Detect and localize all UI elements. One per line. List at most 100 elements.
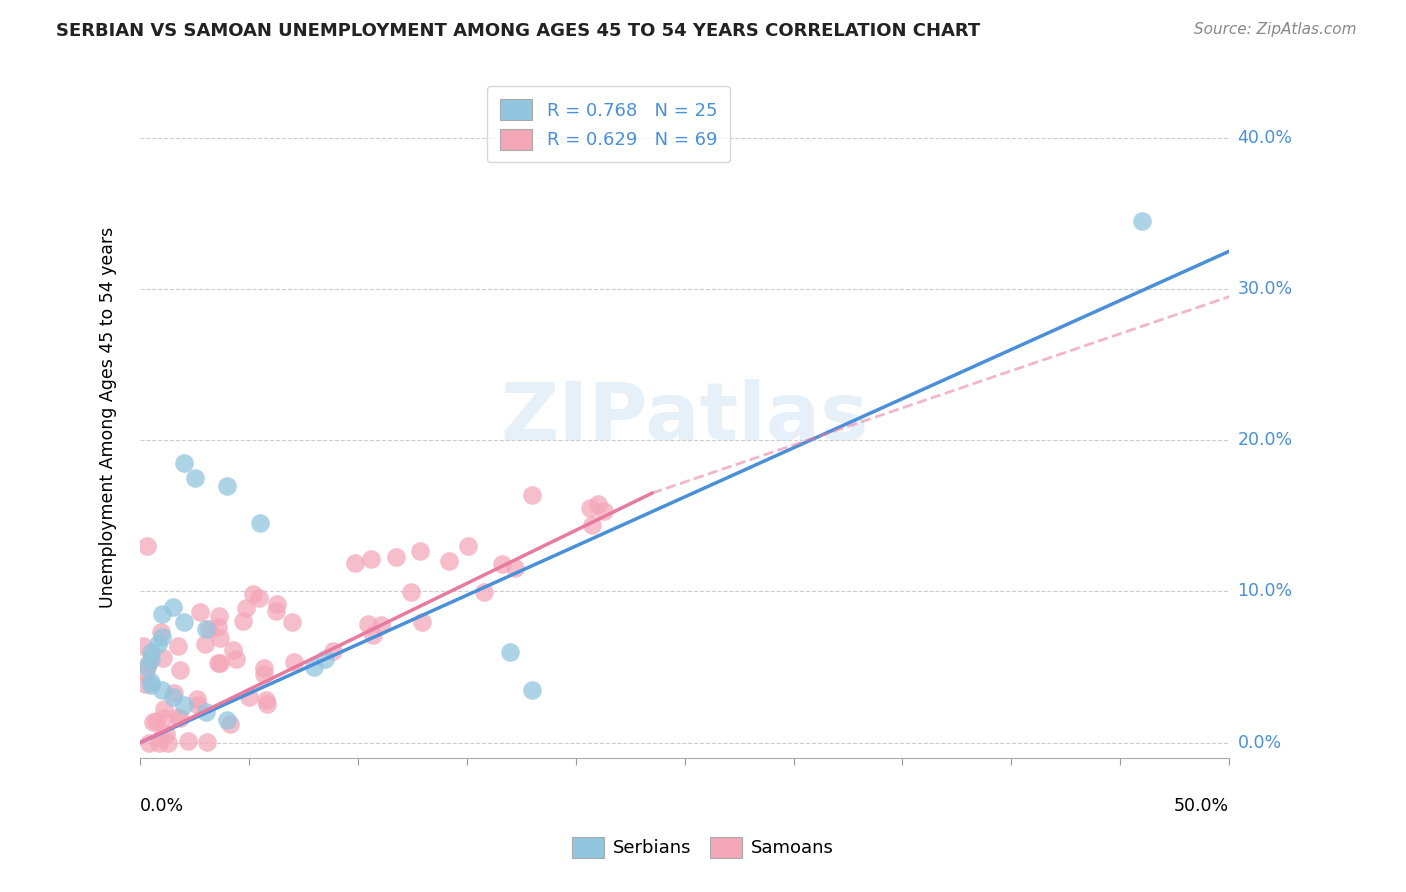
Point bbox=[169, 663, 191, 677]
Point bbox=[135, 666, 157, 681]
Point bbox=[167, 640, 190, 654]
Point bbox=[177, 734, 200, 748]
Text: ZIPatlas: ZIPatlas bbox=[501, 378, 869, 457]
Point bbox=[157, 735, 180, 749]
Point bbox=[217, 713, 239, 727]
Point bbox=[198, 622, 221, 636]
Point bbox=[209, 656, 232, 670]
Point bbox=[141, 645, 163, 659]
Point bbox=[586, 497, 609, 511]
Point bbox=[1130, 214, 1153, 228]
Point bbox=[437, 554, 460, 568]
Point bbox=[163, 686, 186, 700]
Point bbox=[197, 735, 219, 749]
Point bbox=[169, 711, 191, 725]
Text: 20.0%: 20.0% bbox=[1237, 431, 1292, 450]
Point bbox=[194, 622, 217, 636]
Point bbox=[145, 714, 167, 729]
Point bbox=[162, 690, 184, 705]
Point bbox=[253, 661, 276, 675]
Point bbox=[207, 656, 229, 670]
Point bbox=[322, 644, 344, 658]
Point bbox=[153, 711, 176, 725]
Text: 0.0%: 0.0% bbox=[1237, 733, 1282, 752]
Point bbox=[173, 698, 195, 712]
Text: SERBIAN VS SAMOAN UNEMPLOYMENT AMONG AGES 45 TO 54 YEARS CORRELATION CHART: SERBIAN VS SAMOAN UNEMPLOYMENT AMONG AGE… bbox=[56, 22, 980, 40]
Point bbox=[207, 620, 229, 634]
Point bbox=[409, 544, 432, 558]
Point bbox=[155, 727, 177, 741]
Point bbox=[217, 478, 239, 492]
Point bbox=[314, 652, 336, 666]
Point bbox=[232, 615, 254, 629]
Point bbox=[491, 557, 513, 571]
Point bbox=[363, 628, 385, 642]
Point bbox=[149, 731, 172, 746]
Point bbox=[149, 624, 172, 639]
Point bbox=[150, 682, 173, 697]
Point bbox=[225, 652, 247, 666]
Point bbox=[235, 600, 257, 615]
Point bbox=[167, 710, 190, 724]
Legend: R = 0.768   N = 25, R = 0.629   N = 69: R = 0.768 N = 25, R = 0.629 N = 69 bbox=[486, 87, 730, 162]
Point bbox=[343, 556, 366, 570]
Point bbox=[266, 597, 288, 611]
Point bbox=[249, 516, 271, 531]
Point bbox=[173, 456, 195, 470]
Point bbox=[304, 660, 326, 674]
Point bbox=[141, 678, 163, 692]
Point bbox=[384, 550, 406, 565]
Point bbox=[208, 631, 231, 645]
Point bbox=[142, 714, 165, 729]
Y-axis label: Unemployment Among Ages 45 to 54 years: Unemployment Among Ages 45 to 54 years bbox=[100, 227, 117, 608]
Point bbox=[135, 660, 157, 674]
Point bbox=[357, 617, 380, 632]
Point bbox=[256, 697, 278, 711]
Point bbox=[222, 642, 245, 657]
Point bbox=[194, 637, 217, 651]
Point bbox=[153, 702, 176, 716]
Point bbox=[522, 682, 544, 697]
Point bbox=[152, 650, 174, 665]
Point bbox=[136, 657, 159, 671]
Point bbox=[188, 605, 211, 619]
Point bbox=[579, 501, 602, 516]
Point bbox=[399, 585, 422, 599]
Point bbox=[472, 585, 495, 599]
Point bbox=[141, 652, 163, 666]
Text: 40.0%: 40.0% bbox=[1237, 129, 1292, 147]
Point bbox=[141, 675, 163, 690]
Point bbox=[457, 539, 479, 553]
Point bbox=[581, 517, 603, 532]
Point bbox=[218, 716, 240, 731]
Text: Source: ZipAtlas.com: Source: ZipAtlas.com bbox=[1194, 22, 1357, 37]
Text: 30.0%: 30.0% bbox=[1237, 280, 1292, 298]
Point bbox=[150, 630, 173, 644]
Point bbox=[253, 667, 276, 681]
Point bbox=[187, 698, 209, 712]
Point bbox=[411, 615, 433, 630]
Point bbox=[592, 504, 614, 518]
Point bbox=[194, 706, 217, 720]
Point bbox=[256, 693, 278, 707]
Point bbox=[370, 618, 392, 632]
Point bbox=[242, 587, 264, 601]
Point bbox=[264, 604, 287, 618]
Point bbox=[134, 677, 156, 691]
Legend: Serbians, Samoans: Serbians, Samoans bbox=[565, 830, 841, 865]
Point bbox=[360, 552, 382, 566]
Point bbox=[505, 561, 527, 575]
Point bbox=[186, 691, 208, 706]
Point bbox=[183, 471, 205, 485]
Point bbox=[281, 615, 304, 629]
Text: 50.0%: 50.0% bbox=[1174, 797, 1229, 814]
Point bbox=[138, 735, 160, 749]
Point bbox=[148, 735, 170, 749]
Text: 10.0%: 10.0% bbox=[1237, 582, 1292, 600]
Point bbox=[132, 639, 155, 653]
Point bbox=[146, 637, 169, 651]
Point bbox=[283, 655, 305, 669]
Point bbox=[150, 607, 173, 621]
Point bbox=[162, 599, 184, 614]
Text: 0.0%: 0.0% bbox=[141, 797, 184, 814]
